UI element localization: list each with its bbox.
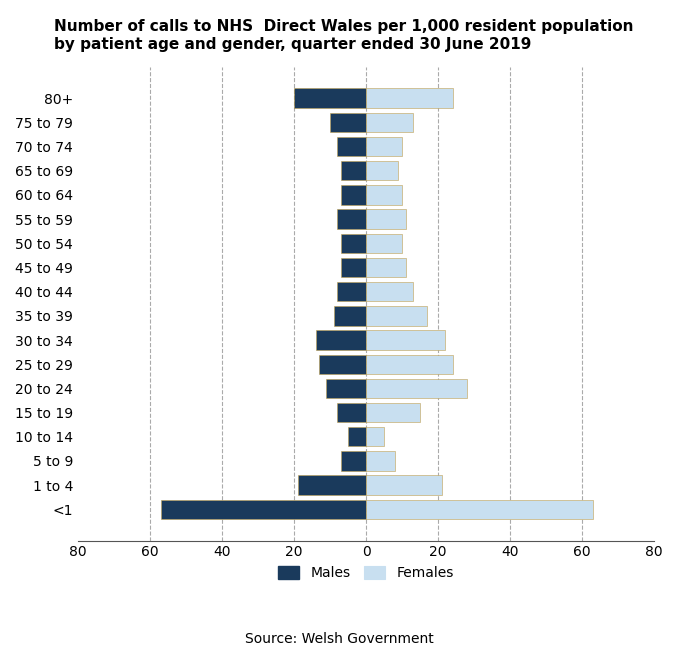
Bar <box>366 88 452 108</box>
Bar <box>341 258 366 277</box>
Bar <box>366 500 593 519</box>
Bar <box>366 330 445 350</box>
Bar <box>366 427 384 447</box>
Bar <box>366 282 413 301</box>
Bar <box>366 185 402 204</box>
Bar <box>337 403 366 422</box>
Bar <box>330 113 366 132</box>
Bar <box>366 451 395 471</box>
Bar <box>366 379 467 398</box>
Bar <box>366 234 402 253</box>
Bar <box>366 354 452 374</box>
Bar <box>366 161 399 180</box>
Bar <box>366 258 405 277</box>
Bar <box>298 476 366 495</box>
Bar <box>366 476 441 495</box>
Bar <box>366 306 427 326</box>
Bar <box>327 379 366 398</box>
Bar <box>341 234 366 253</box>
Bar <box>366 210 405 228</box>
Bar <box>337 282 366 301</box>
Bar <box>366 403 420 422</box>
Bar <box>366 113 413 132</box>
Text: Source: Welsh Government: Source: Welsh Government <box>245 631 433 646</box>
Bar <box>348 427 366 447</box>
Bar <box>337 210 366 228</box>
Bar <box>294 88 366 108</box>
Bar <box>337 137 366 156</box>
Bar <box>316 330 366 350</box>
Bar <box>319 354 366 374</box>
Bar <box>366 137 402 156</box>
Bar <box>161 500 366 519</box>
Text: Number of calls to NHS  Direct Wales per 1,000 resident population
by patient ag: Number of calls to NHS Direct Wales per … <box>54 19 634 52</box>
Bar <box>341 451 366 471</box>
Bar <box>341 161 366 180</box>
Bar <box>341 185 366 204</box>
Bar <box>334 306 366 326</box>
Legend: Males, Females: Males, Females <box>273 561 459 585</box>
